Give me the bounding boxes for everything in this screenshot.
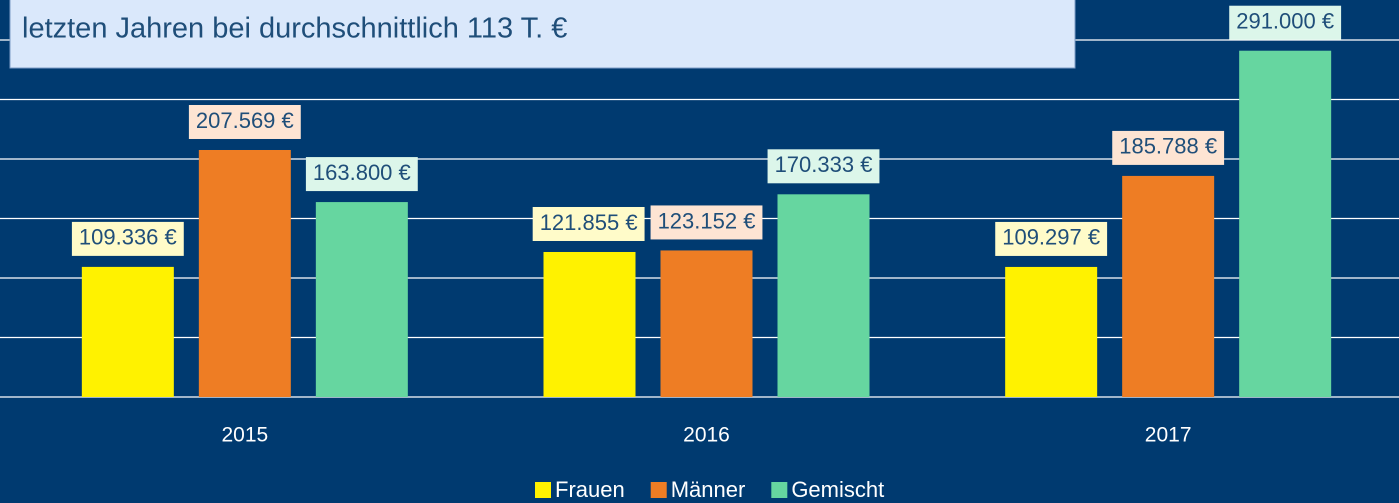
value-label-text: 109.336 € — [79, 225, 177, 250]
value-label: 123.152 € — [650, 205, 763, 240]
value-label-box — [995, 221, 1108, 256]
value-label-box — [1112, 130, 1225, 165]
bar — [315, 202, 408, 397]
value-label-text: 185.788 € — [1119, 134, 1217, 159]
value-label-box — [188, 104, 301, 139]
bar — [1005, 266, 1098, 397]
value-label-box — [532, 206, 645, 241]
legend-swatch — [650, 482, 667, 498]
legend-label: Frauen — [555, 477, 625, 502]
x-tick-label: 2016 — [683, 424, 730, 447]
bar — [660, 250, 753, 397]
value-label-box — [650, 205, 763, 240]
bar — [777, 194, 870, 397]
value-label-box — [305, 157, 418, 192]
value-label-box — [71, 221, 184, 256]
value-label: 109.297 € — [995, 221, 1108, 256]
value-label: 121.855 € — [532, 206, 645, 241]
value-label-text: 123.152 € — [658, 208, 756, 233]
bar — [81, 266, 174, 397]
bar — [198, 149, 291, 397]
x-tick-label: 2017 — [1145, 424, 1192, 447]
value-label-text: 121.855 € — [540, 210, 638, 235]
value-label-box — [767, 149, 880, 184]
value-label: 163.800 € — [305, 157, 418, 192]
value-label: 185.788 € — [1112, 130, 1225, 165]
bar — [1239, 50, 1332, 398]
value-label-text: 207.569 € — [196, 108, 294, 133]
legend-swatch — [535, 482, 551, 498]
x-tick-label: 2015 — [221, 424, 268, 447]
value-label-text: 291.000 € — [1236, 9, 1334, 34]
value-label: 170.333 € — [767, 149, 880, 184]
bar — [1122, 175, 1215, 397]
value-label-text: 109.297 € — [1002, 225, 1100, 250]
legend-label: Männer — [671, 477, 746, 502]
value-label: 109.336 € — [71, 221, 184, 256]
value-label: 291.000 € — [1229, 5, 1342, 40]
value-label-box — [1229, 5, 1342, 40]
legend-label: Gemischt — [791, 477, 884, 502]
value-label-text: 163.800 € — [313, 160, 411, 185]
value-label: 207.569 € — [188, 104, 301, 139]
annotation: letzten Jahren bei durchschnittlich 113 … — [22, 13, 567, 45]
legend-swatch — [771, 482, 788, 498]
annotation-box — [9, 0, 1076, 69]
value-label-text: 170.333 € — [775, 152, 873, 177]
bar — [543, 251, 636, 397]
